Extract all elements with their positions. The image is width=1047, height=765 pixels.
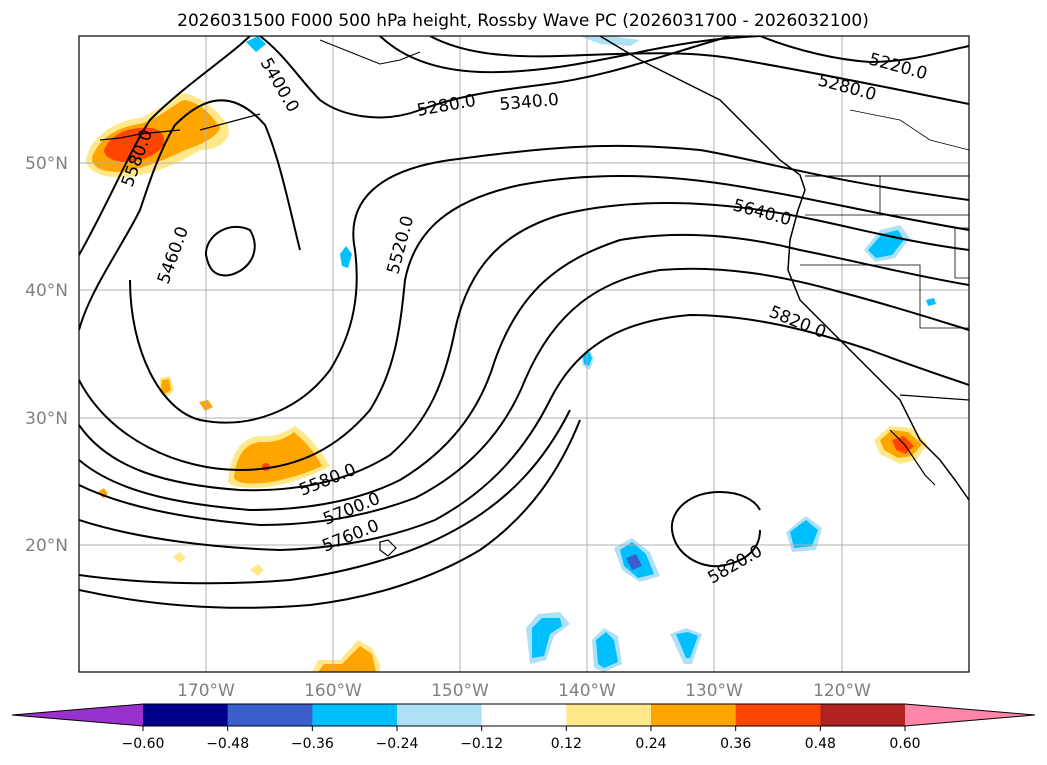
colorbar-segment bbox=[481, 704, 567, 726]
longitude-labels: 170°W 160°W 150°W 140°W 130°W 120°W bbox=[177, 681, 871, 701]
lon-label: 140°W bbox=[558, 681, 616, 701]
map-title: 2026031500 F000 500 hPa height, Rossby W… bbox=[177, 11, 869, 31]
positive-anomaly-nw bbox=[86, 93, 229, 178]
colorbar-segment bbox=[312, 704, 398, 726]
colorbar-segment bbox=[227, 704, 313, 726]
colorbar-segment bbox=[566, 704, 652, 726]
colorbar-segment bbox=[820, 704, 906, 726]
latitude-labels: 50°N 40°N 30°N 20°N bbox=[25, 154, 68, 556]
positive-anomaly-baja bbox=[874, 426, 928, 464]
colorbar-tick-label: 0.60 bbox=[889, 736, 920, 752]
lon-label: 170°W bbox=[177, 681, 235, 701]
lat-label: 50°N bbox=[25, 154, 68, 174]
map-area: 5220.0 5280.0 5280.0 5340.0 5400.0 5460.… bbox=[79, 36, 969, 672]
colorbar-segment bbox=[397, 704, 483, 726]
colorbar-segment bbox=[143, 704, 229, 726]
lat-label: 30°N bbox=[25, 409, 68, 429]
colorbar-tick-label: −0.12 bbox=[460, 736, 503, 752]
colorbar-segment bbox=[651, 704, 737, 726]
colorbar-tick-label: 0.48 bbox=[805, 736, 836, 752]
colorbar-extend-max bbox=[905, 704, 1035, 726]
height-contours bbox=[79, 36, 969, 609]
lon-label: 130°W bbox=[685, 681, 743, 701]
lat-label: 40°N bbox=[25, 281, 68, 301]
anomaly-shading bbox=[86, 36, 936, 672]
colorbar-tick-label: −0.36 bbox=[291, 736, 334, 752]
colorbar-extend-min bbox=[12, 704, 143, 726]
lat-label: 20°N bbox=[25, 536, 68, 556]
colorbar-tick-label: 0.36 bbox=[720, 736, 751, 752]
colorbar-tick-label: −0.60 bbox=[122, 736, 165, 752]
lon-label: 150°W bbox=[431, 681, 489, 701]
lon-label: 160°W bbox=[304, 681, 362, 701]
colorbar-tick-label: 0.24 bbox=[635, 736, 666, 752]
map-frame bbox=[78, 35, 970, 673]
colorbar-segment bbox=[735, 704, 821, 726]
colorbar-tick-label: −0.24 bbox=[376, 736, 419, 752]
coastlines bbox=[99, 36, 969, 557]
lon-label: 120°W bbox=[813, 681, 871, 701]
colorbar-tick-label: −0.48 bbox=[206, 736, 249, 752]
colorbar: −0.60 −0.48 −0.36 −0.24 −0.12 0.12 0.24 0.36 0.4… bbox=[11, 703, 1036, 752]
negative-anomalies bbox=[246, 36, 936, 672]
colorbar-tick-label: 0.12 bbox=[551, 736, 582, 752]
